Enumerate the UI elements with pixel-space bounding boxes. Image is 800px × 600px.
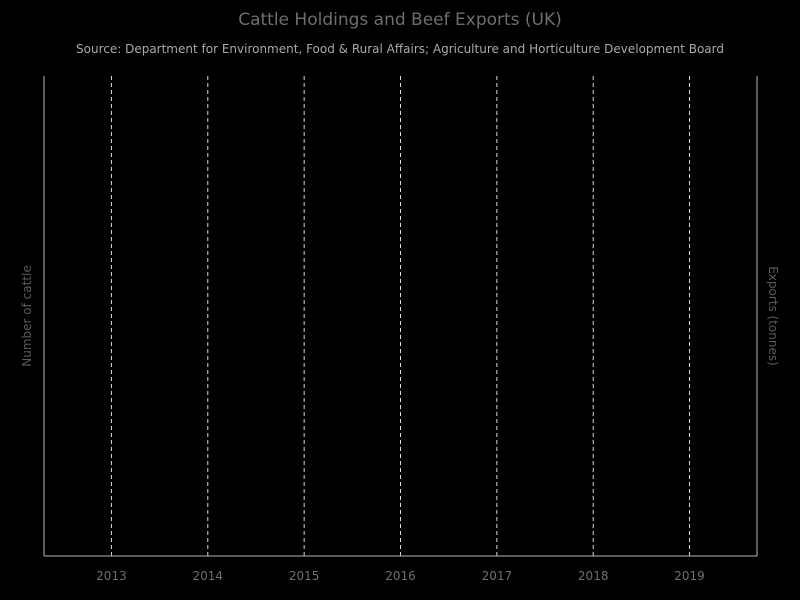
x-tick-labels: 2013 2014 2015 2016 2017 2018 2019 bbox=[96, 569, 705, 583]
x-tick-label: 2013 bbox=[96, 569, 127, 583]
y-axis-label: Number of cattle bbox=[20, 265, 34, 366]
chart-subtitle: Source: Department for Environment, Food… bbox=[76, 42, 724, 56]
chart-title: Cattle Holdings and Beef Exports (UK) bbox=[238, 10, 562, 30]
x-tick-label: 2014 bbox=[193, 569, 224, 583]
x-tick-label: 2015 bbox=[289, 569, 320, 583]
x-tick-label: 2019 bbox=[674, 569, 705, 583]
x-tick-label: 2017 bbox=[482, 569, 513, 583]
x-tick-label: 2018 bbox=[578, 569, 609, 583]
y2-axis-label: Exports (tonnes) bbox=[766, 266, 780, 366]
x-tick-label: 2016 bbox=[385, 569, 416, 583]
x-gridlines bbox=[110, 76, 691, 556]
